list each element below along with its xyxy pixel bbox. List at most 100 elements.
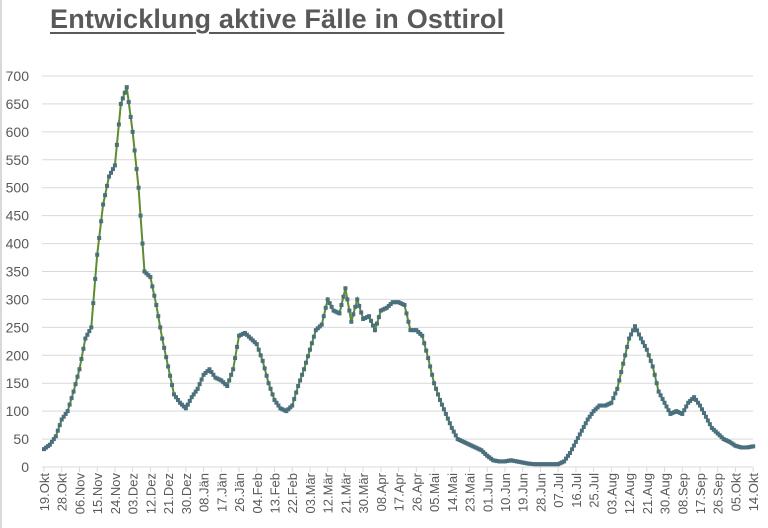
data-point-marker [95,252,100,257]
data-point-marker [300,372,305,377]
y-tick-label: 0 [21,459,29,475]
data-point-marker [156,314,161,319]
x-tick-label: 26.Jän [232,473,247,512]
data-point-marker [103,193,108,198]
data-point-marker [321,314,326,319]
data-point-marker [89,325,94,330]
data-point-marker [170,383,175,388]
data-point-marker [164,355,169,360]
data-point-marker [579,428,584,433]
data-point-marker [619,370,624,375]
data-point-marker [197,382,202,387]
x-tick-label: 14.Okt [746,473,761,512]
data-point-marker [185,402,190,407]
data-point-marker [162,345,167,350]
data-point-marker [359,310,364,315]
data-point-marker [420,333,425,338]
data-point-marker [571,443,576,448]
y-tick-label: 650 [6,96,30,112]
data-point-marker [646,353,651,358]
x-tick-label: 16.Jul [569,473,584,508]
y-axis: 0 50 100 150 200 250 300 350 400 450 500 550 600 650 7… [6,68,30,475]
data-point-marker [290,403,295,408]
x-tick-label: 04.Feb [250,473,265,513]
data-point-marker [648,358,653,363]
data-point-marker [451,429,456,434]
data-point-marker [353,304,358,309]
data-point-marker [61,414,66,419]
data-point-marker [81,346,86,351]
y-tick-label: 350 [6,264,30,280]
data-point-marker [49,439,54,444]
x-tick-label: 28.Jun [533,473,548,512]
data-point-marker [621,361,626,366]
x-tick-label: 13.Feb [267,473,282,513]
data-point-marker [73,382,78,387]
data-point-marker [274,400,279,405]
data-point-marker [211,372,216,377]
data-point-marker [122,90,127,95]
data-point-marker [664,404,669,409]
data-point-marker [108,170,113,175]
data-point-marker [564,456,569,461]
data-point-marker [71,389,76,394]
data-point-marker [349,319,354,324]
x-tick-label: 03.Mär [303,472,318,513]
data-point-marker [701,411,706,416]
data-point-marker [351,312,356,317]
data-point-marker [272,397,277,402]
y-tick-label: 50 [13,431,29,447]
x-tick-label: 12.Dez [143,473,158,514]
x-tick-label: 21.Dez [161,473,176,514]
data-point-marker [680,411,685,416]
data-point-marker [302,367,307,372]
data-point-marker [699,407,704,412]
data-point-marker [140,241,145,246]
data-point-marker [436,392,440,397]
data-point-marker [402,303,407,308]
x-axis: 19.Okt 28.Okt 06.Nov 15.Nov 24.Nov 03.Dez 12.D… [37,467,761,514]
data-point-marker [193,389,198,394]
data-point-marker [256,347,261,352]
data-point-marker [439,402,444,407]
x-tick-label: 24.Nov [108,473,123,515]
data-point-marker [562,459,567,464]
data-point-marker [173,395,178,400]
data-point-marker [152,293,157,298]
data-point-marker [85,332,90,337]
data-point-marker [124,85,129,90]
data-point-marker [114,142,119,147]
data-point-marker [337,311,342,316]
data-point-marker [276,403,281,408]
data-point-marker [569,447,574,452]
data-point-marker [404,311,409,316]
data-point-marker [445,416,450,421]
data-point-marker [615,386,620,391]
x-tick-label: 12.Aug [622,473,637,514]
data-point-marker [158,325,163,330]
y-tick-label: 500 [6,180,30,196]
data-point-marker [254,342,259,347]
data-point-marker [437,397,442,402]
x-tick-label: 19.Okt [37,473,52,512]
data-point-marker [134,167,139,172]
data-point-marker [110,167,115,172]
data-point-marker [357,303,362,308]
left-border [0,0,2,528]
data-point-marker [138,213,143,218]
data-point-marker [573,439,578,444]
data-point-marker [59,417,64,422]
data-point-marker [307,347,312,352]
data-point-marker [258,353,263,358]
data-point-marker [636,332,641,337]
data-point-marker [262,366,267,371]
data-point-marker [175,397,180,402]
data-point-marker [634,328,639,333]
data-point-marker [581,424,586,429]
data-point-marker [422,341,427,346]
data-point-marker [75,374,80,379]
x-tick-label: 30.Mär [356,472,371,513]
data-point-marker [97,235,102,240]
x-tick-label: 06.Nov [72,473,87,515]
